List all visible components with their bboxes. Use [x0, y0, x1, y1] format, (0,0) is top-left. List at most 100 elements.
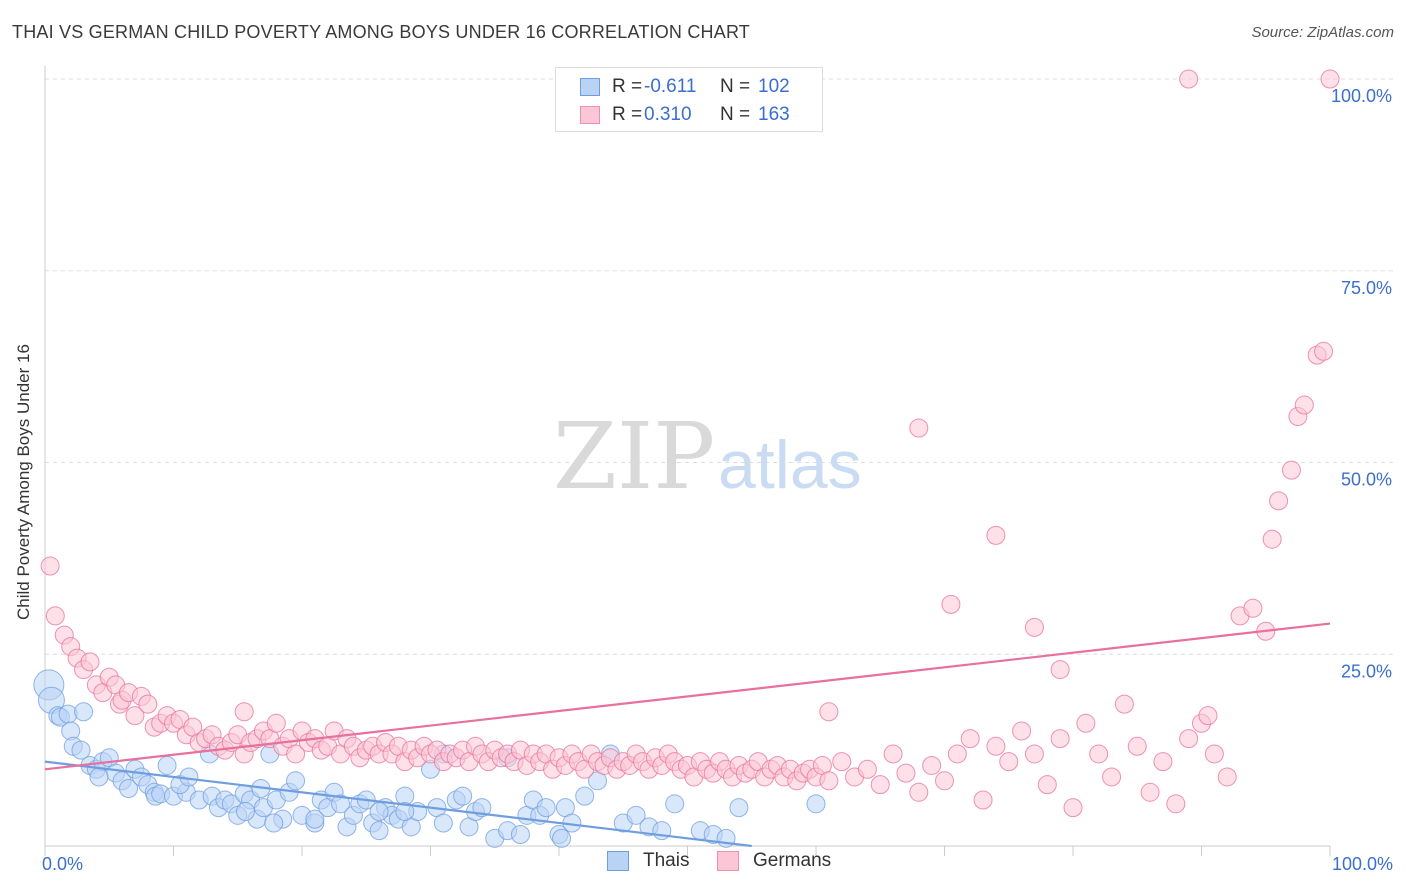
- point-thais: [453, 786, 473, 806]
- point-germans: [909, 782, 929, 802]
- tick-labels: 25.0% 50.0% 75.0% 100.0% 0.0% 100.0%: [42, 86, 1393, 874]
- point-germans: [935, 771, 954, 791]
- point-germans: [1050, 660, 1070, 680]
- y-tick-label: 50.0%: [1341, 470, 1392, 490]
- point-thais: [626, 805, 646, 825]
- point-thais: [305, 809, 325, 829]
- point-germans: [1281, 460, 1301, 480]
- point-germans: [40, 556, 60, 576]
- point-germans: [138, 694, 158, 714]
- point-germans: [1012, 721, 1032, 741]
- point-thais: [395, 801, 415, 821]
- point-germans: [986, 525, 1006, 545]
- series-swatch-germans: [717, 851, 739, 871]
- legend-row-germans: R = 0.310 N = 163: [580, 101, 834, 129]
- point-thais: [286, 771, 306, 791]
- point-germans: [922, 755, 942, 775]
- point-thais: [74, 702, 94, 722]
- legend-swatch-germans: [580, 106, 600, 124]
- point-germans: [1050, 729, 1070, 749]
- point-germans: [1262, 529, 1282, 549]
- watermark-atlas: atlas: [718, 427, 862, 503]
- legend-r-value: 0.310: [644, 104, 692, 125]
- point-germans: [819, 702, 839, 722]
- y-axis-label: Child Poverty Among Boys Under 16: [14, 344, 33, 620]
- point-thais: [369, 801, 389, 821]
- point-germans: [286, 744, 306, 764]
- axes: [44, 66, 1331, 856]
- point-germans: [857, 759, 877, 779]
- point-germans: [1204, 744, 1224, 764]
- point-thais: [575, 786, 595, 806]
- watermark-zip: ZIP: [553, 403, 715, 510]
- point-germans: [1153, 752, 1173, 772]
- trend-lines: [44, 622, 1331, 848]
- point-germans: [832, 752, 852, 772]
- point-germans: [819, 771, 839, 791]
- legend-r-label: R =: [612, 76, 643, 97]
- point-germans: [870, 775, 890, 795]
- point-germans: [947, 744, 967, 764]
- point-germans: [1314, 341, 1334, 361]
- point-germans: [1076, 713, 1096, 733]
- point-germans: [1024, 744, 1044, 764]
- point-thais: [89, 767, 109, 787]
- point-germans: [1217, 767, 1237, 787]
- series-legend: Thais Germans: [0, 850, 1406, 880]
- point-germans: [266, 713, 286, 733]
- point-germans: [1089, 744, 1109, 764]
- legend-r-value: -0.611: [644, 76, 697, 97]
- legend-n-label: N =: [720, 104, 751, 125]
- legend-n-value: 163: [758, 104, 790, 125]
- legend-swatch-thais: [580, 78, 600, 96]
- series-label-thais: Thais: [643, 850, 690, 871]
- point-germans: [80, 652, 100, 672]
- point-germans: [941, 594, 961, 614]
- series-legend-thais[interactable]: Thais: [607, 850, 689, 872]
- point-germans: [1140, 782, 1160, 802]
- point-germans: [234, 702, 254, 722]
- series-swatch-thais: [607, 851, 629, 871]
- point-thais: [71, 740, 91, 760]
- point-thais: [157, 755, 177, 775]
- point-germans: [1294, 395, 1314, 415]
- y-tick-label: 75.0%: [1341, 278, 1392, 298]
- legend-row-thais: R = -0.611 N = 102: [580, 73, 834, 101]
- point-germans: [896, 763, 916, 783]
- point-germans: [883, 744, 903, 764]
- point-germans: [909, 418, 929, 438]
- point-germans: [1166, 794, 1186, 814]
- point-thais: [235, 801, 255, 821]
- point-germans: [973, 790, 993, 810]
- source-note: Source: ZipAtlas.com: [1251, 24, 1394, 41]
- point-germans: [1127, 736, 1147, 756]
- point-thais: [536, 798, 556, 818]
- point-germans: [1102, 767, 1122, 787]
- chart-title: THAI VS GERMAN CHILD POVERTY AMONG BOYS …: [12, 22, 751, 42]
- point-germans: [986, 736, 1006, 756]
- point-germans: [1179, 729, 1199, 749]
- point-germans: [960, 729, 980, 749]
- x-tick-label: 100.0%: [1332, 854, 1393, 874]
- y-tick-label: 100.0%: [1331, 86, 1392, 106]
- point-germans: [1320, 69, 1340, 89]
- legend-r-label: R =: [612, 104, 643, 125]
- stats-legend: R = -0.611 N = 102 R = 0.310 N = 163: [555, 67, 823, 132]
- watermark: ZIP atlas: [553, 403, 862, 510]
- point-germans: [1024, 617, 1044, 637]
- point-thais: [510, 824, 530, 844]
- point-germans: [45, 606, 65, 626]
- grid-lines: [45, 78, 1395, 655]
- point-germans: [1198, 706, 1218, 726]
- legend-n-label: N =: [720, 76, 751, 97]
- point-germans: [1179, 69, 1199, 89]
- point-germans: [1269, 491, 1289, 511]
- x-tick-label: 0.0%: [42, 854, 83, 874]
- point-thais: [665, 794, 685, 814]
- point-germans: [1037, 775, 1057, 795]
- series-legend-germans[interactable]: Germans: [717, 850, 831, 872]
- point-thais: [729, 798, 749, 818]
- point-germans: [125, 706, 145, 726]
- point-thais: [552, 828, 572, 848]
- point-thais: [433, 813, 453, 833]
